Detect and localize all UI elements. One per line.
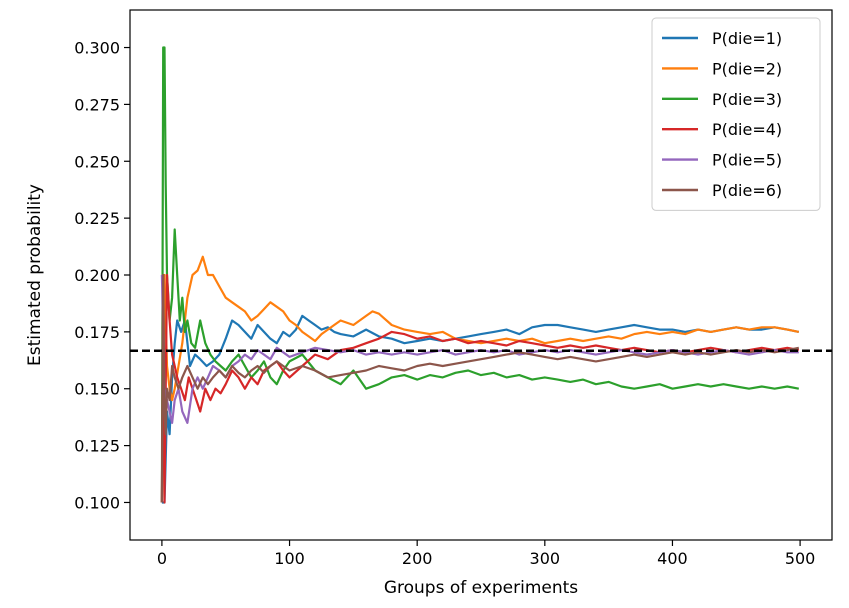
series-line-2 [160, 255, 800, 503]
series-line-6 [160, 273, 800, 503]
legend-label: P(die=3) [712, 90, 782, 109]
x-tick-label: 0 [157, 549, 167, 568]
legend: P(die=1) P(die=2) P(die=3) P(die=4) P(die=5)… [651, 17, 821, 211]
y-tick-label: 0.150 [74, 380, 120, 399]
legend-label: P(die=6) [712, 181, 782, 200]
x-tick-label: 400 [657, 549, 688, 568]
y-tick-label: 0.225 [74, 209, 120, 228]
legend-box [651, 17, 821, 211]
y-tick-label: 0.300 [74, 39, 120, 58]
y-tick-label: 0.250 [74, 152, 120, 171]
legend-label: P(die=2) [712, 59, 782, 78]
legend-label: P(die=5) [712, 151, 782, 170]
x-tick-label: 100 [274, 549, 305, 568]
legend-label: P(die=4) [712, 120, 782, 139]
y-tick-label: 0.200 [74, 266, 120, 285]
y-tick-label: 0.275 [74, 95, 120, 114]
y-axis-label: Estimated probability [25, 184, 45, 366]
axis-ticks: 0 100 200 300 400 500 0.100 0.125 0.150 0.175 0.20… [74, 39, 815, 568]
legend-label: P(die=1) [712, 29, 782, 48]
y-tick-label: 0.175 [74, 323, 120, 342]
x-tick-label: 300 [530, 549, 561, 568]
series-line-3 [160, 46, 800, 503]
series-line-1 [161, 314, 800, 504]
y-tick-label: 0.125 [74, 437, 120, 456]
x-tick-label: 200 [402, 549, 433, 568]
x-axis-label: Groups of experiments [384, 578, 578, 598]
plot-area [130, 46, 832, 504]
x-tick-label: 500 [785, 549, 816, 568]
y-tick-label: 0.100 [74, 493, 120, 512]
